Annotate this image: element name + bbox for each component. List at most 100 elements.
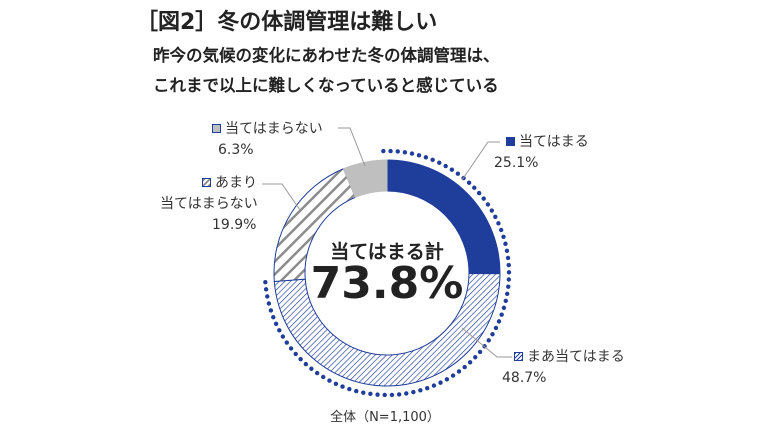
label-text: あまり bbox=[215, 175, 257, 191]
dot bbox=[443, 163, 448, 169]
dot bbox=[263, 287, 269, 292]
legend-swatch-hatch bbox=[514, 352, 523, 361]
slice-somewhat-applicable bbox=[273, 273, 501, 387]
dot bbox=[490, 332, 495, 337]
legend-swatch-gray bbox=[212, 124, 221, 133]
dot bbox=[504, 248, 510, 254]
slice-not-applicable bbox=[342, 159, 388, 198]
dot bbox=[293, 351, 298, 357]
dot bbox=[501, 234, 506, 240]
dot bbox=[499, 312, 504, 317]
dot bbox=[347, 386, 352, 392]
dot bbox=[455, 171, 461, 176]
dot bbox=[273, 321, 279, 327]
dot bbox=[327, 378, 332, 383]
dot bbox=[404, 391, 409, 396]
dot bbox=[268, 308, 274, 313]
dot bbox=[481, 196, 486, 201]
dot bbox=[505, 255, 511, 261]
dot bbox=[284, 340, 289, 345]
label-value: 6.3% bbox=[218, 142, 254, 158]
label-not-applicable: 当てはまらない 6.3% bbox=[212, 119, 323, 161]
dot bbox=[423, 155, 429, 160]
dot bbox=[321, 374, 326, 380]
dot bbox=[277, 328, 282, 333]
dot bbox=[467, 360, 473, 365]
dot bbox=[493, 214, 498, 220]
legend-swatch-stripe bbox=[202, 178, 211, 187]
dot bbox=[506, 270, 512, 275]
dot bbox=[444, 377, 450, 382]
leader-line-not-really bbox=[262, 183, 301, 211]
dot bbox=[340, 384, 345, 389]
dot bbox=[477, 349, 483, 355]
chart-title: ［図2］冬の体調管理は難しい bbox=[136, 10, 438, 35]
dot bbox=[462, 364, 467, 370]
dot bbox=[506, 277, 512, 282]
dot bbox=[496, 221, 501, 226]
dot bbox=[288, 346, 294, 351]
label-applicable: 当てはまる 25.1% bbox=[494, 132, 589, 174]
dot bbox=[309, 366, 314, 371]
dot bbox=[466, 180, 472, 185]
dot bbox=[389, 392, 395, 398]
label-somewhat: まあ当てはまる 48.7% bbox=[502, 347, 625, 389]
leader-line-applicable bbox=[461, 141, 500, 181]
dot bbox=[450, 373, 456, 378]
dot bbox=[425, 385, 430, 391]
leader-line-somewhat bbox=[461, 327, 512, 358]
dot bbox=[265, 294, 270, 299]
dot bbox=[368, 391, 373, 397]
dot bbox=[395, 149, 400, 154]
dot bbox=[396, 392, 402, 397]
label-text: 当てはまらない bbox=[160, 196, 258, 212]
dot bbox=[388, 148, 393, 154]
dot bbox=[314, 370, 320, 376]
footnote: 全体（N=1,100） bbox=[330, 410, 440, 425]
chart-subtitle-line-1: 昨今の気候の変化にあわせた冬の体調管理は、 bbox=[153, 46, 500, 65]
dot bbox=[437, 160, 442, 165]
label-text: 当てはまらない bbox=[225, 121, 323, 137]
dot bbox=[473, 355, 478, 360]
dot bbox=[438, 380, 443, 385]
dot bbox=[361, 390, 366, 395]
dot bbox=[409, 151, 415, 156]
dot bbox=[489, 208, 495, 213]
dot bbox=[411, 389, 416, 395]
dot bbox=[263, 279, 268, 285]
dot bbox=[416, 153, 422, 158]
dot bbox=[503, 241, 508, 246]
dot bbox=[430, 157, 435, 163]
dot bbox=[382, 392, 387, 398]
dot bbox=[498, 227, 504, 233]
dot bbox=[506, 284, 511, 289]
legend-swatch-blue bbox=[506, 137, 515, 146]
dot bbox=[505, 291, 510, 297]
dot bbox=[476, 190, 482, 196]
dot bbox=[485, 202, 491, 207]
dot bbox=[381, 148, 386, 154]
dot bbox=[503, 298, 508, 304]
label-value: 19.9% bbox=[212, 217, 257, 233]
dot bbox=[375, 392, 380, 397]
dot bbox=[402, 150, 408, 155]
dot bbox=[449, 167, 455, 172]
dot bbox=[456, 369, 462, 374]
dot bbox=[333, 381, 339, 386]
chart-subtitle-line-2: これまで以上に難しくなっていると感じている bbox=[153, 76, 499, 95]
label-text: 当てはまる bbox=[519, 134, 589, 150]
label-value: 48.7% bbox=[502, 370, 547, 386]
center-value: 73.8% bbox=[310, 258, 464, 309]
dot bbox=[298, 356, 303, 362]
dot bbox=[486, 338, 491, 343]
dot bbox=[496, 319, 502, 324]
dot bbox=[506, 262, 511, 268]
leader-line-not-applicable bbox=[338, 127, 366, 167]
dot bbox=[271, 315, 276, 320]
dot bbox=[493, 325, 499, 331]
dot bbox=[501, 305, 507, 311]
center-label: 当てはまる計 bbox=[330, 241, 444, 263]
dot bbox=[418, 388, 423, 393]
label-value: 25.1% bbox=[494, 155, 539, 171]
dot bbox=[280, 334, 286, 339]
